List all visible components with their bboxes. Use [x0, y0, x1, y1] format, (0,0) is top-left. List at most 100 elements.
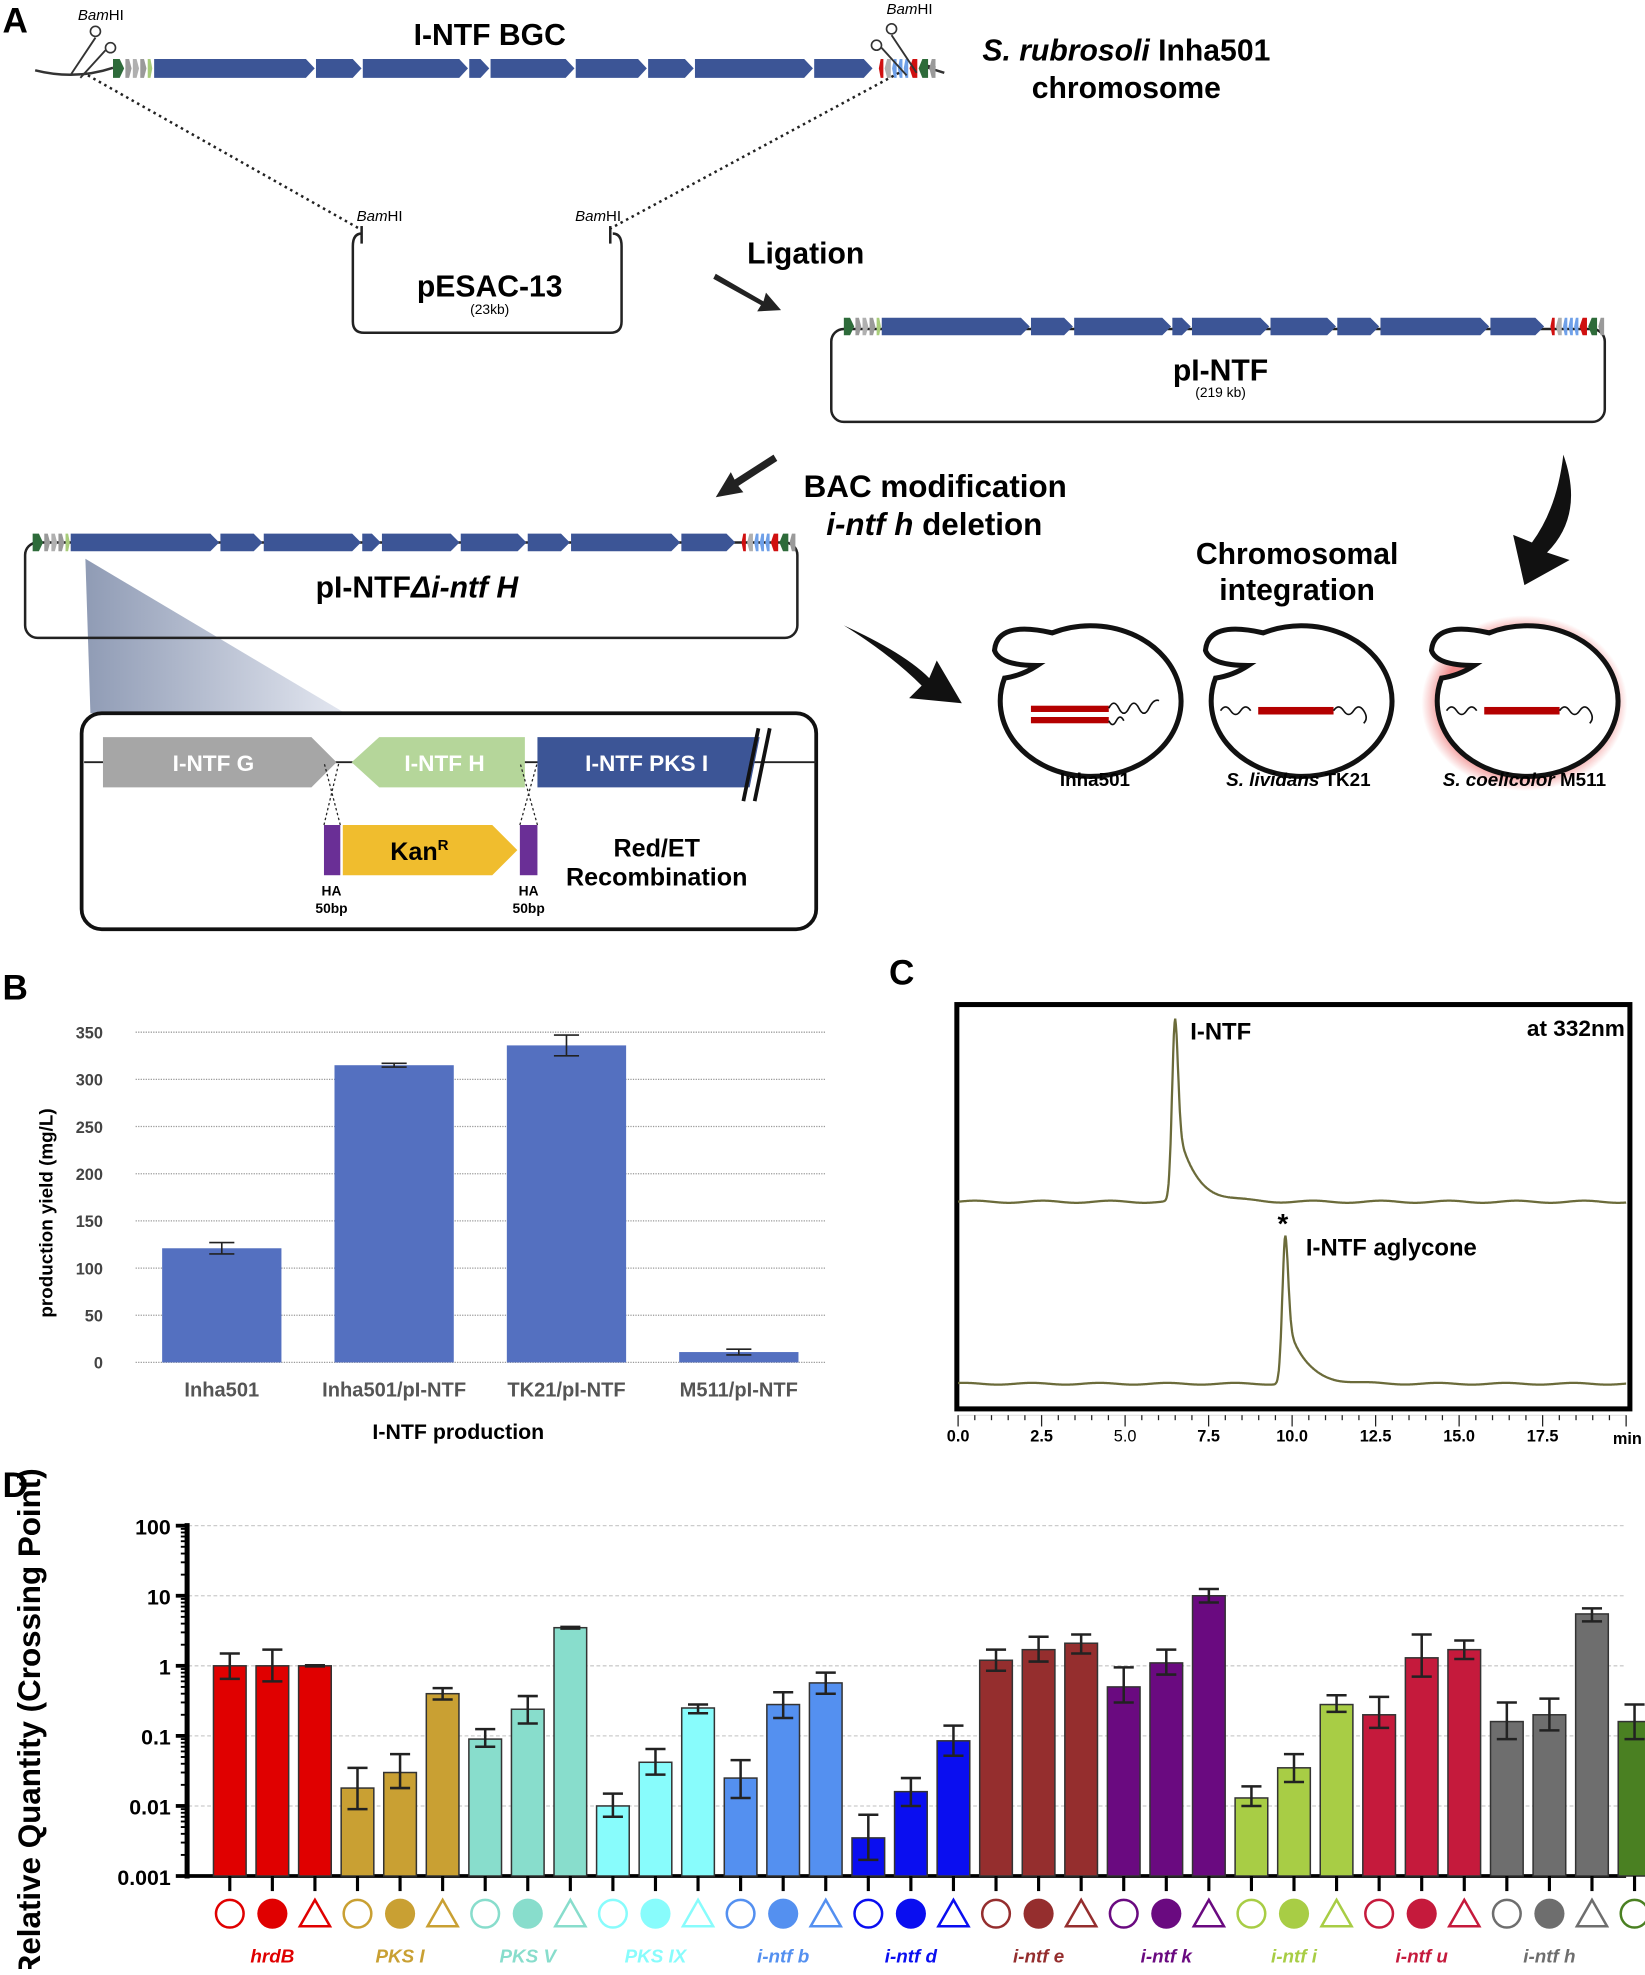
deletion-label: i-ntf h deletion [826, 507, 1042, 542]
y-tick-label: 250 [76, 1119, 103, 1137]
gene-arrow [1074, 317, 1172, 336]
bar [553, 1626, 588, 1877]
x-tick-label: 12.5 [1360, 1428, 1392, 1446]
x-axis-title: I-NTF production [372, 1420, 544, 1444]
deletion-construct-name: pI-NTFΔi-ntf H [316, 572, 520, 605]
chromosome-dna [1445, 706, 1478, 716]
homology-arm-left [323, 824, 341, 876]
y-tick-label: 100 [76, 1260, 103, 1278]
gene-arrow [125, 59, 132, 78]
open-triangle-symbol [936, 1897, 971, 1928]
gene-arrow [855, 317, 862, 336]
open-circle-symbol [980, 1898, 1012, 1929]
filled-circle-symbol [1406, 1898, 1437, 1929]
bamhi-label: BamHI [78, 7, 124, 24]
x-tick-label: 15.0 [1443, 1428, 1475, 1446]
y-tick-label: 350 [76, 1024, 103, 1042]
open-circle-symbol [853, 1898, 884, 1929]
error-bar [858, 1813, 879, 1862]
bar [1574, 1613, 1610, 1877]
gene-arrow [1380, 317, 1490, 336]
group-label: i-ntf e [1013, 1946, 1064, 1967]
integrated-bgc [1030, 705, 1109, 712]
gene-arrow [32, 533, 44, 552]
gene-arrow [147, 59, 153, 78]
error-bar [1454, 1639, 1475, 1661]
construct-gene-track [843, 317, 1605, 336]
y-tick-label: 0.01 [129, 1796, 171, 1820]
gene-arrow [1030, 317, 1073, 336]
integrated-bgc [1484, 706, 1560, 715]
bar [255, 1665, 290, 1877]
panel-label-c: C [889, 953, 914, 992]
error-bar [645, 1747, 666, 1776]
group-label: i-ntf b [757, 1946, 809, 1967]
chromosome-dna [1108, 699, 1160, 715]
scissors-icon [69, 25, 117, 79]
vector-size: (23kb) [470, 301, 509, 317]
x-tick-label: 17.5 [1527, 1428, 1559, 1446]
gene-arrow [154, 59, 315, 78]
cell-outline [1202, 623, 1395, 779]
gene-arrow [1172, 317, 1191, 336]
group-label: i-ntf u [1396, 1946, 1449, 1967]
gene-arrow [44, 533, 51, 552]
kanr-label: KanR [390, 837, 448, 866]
bar [978, 1659, 1014, 1877]
peak-label: I-NTF aglycone [1306, 1235, 1477, 1262]
error-bar [347, 1766, 368, 1811]
integrated-bgc [1258, 706, 1334, 715]
panel-c-chromatogram: I-NTF at 332nm * I-NTF aglycone 0.0 2.5 5.0 7.5… [947, 1002, 1642, 1448]
bar [1021, 1648, 1056, 1877]
y-axis-title: Relative Quantity (Crossing Point) [12, 1468, 47, 1969]
gene-g-label: I-NTF G [173, 751, 255, 776]
bgc-title: I-NTF BGC [414, 19, 566, 52]
construct-name: pI-NTF [1173, 354, 1268, 387]
error-bar [1326, 1694, 1347, 1714]
bar [1064, 1642, 1099, 1877]
gene-arrow [918, 59, 929, 78]
open-circle-symbol [597, 1898, 628, 1929]
bar [1149, 1662, 1184, 1877]
open-triangle-symbol [297, 1897, 333, 1928]
gene-arrow [843, 317, 855, 336]
x-category-label: TK21/pI-NTF [507, 1379, 625, 1401]
bar [766, 1703, 801, 1877]
y-tick-label: 10 [147, 1586, 171, 1610]
homology-crossover-lines [323, 762, 539, 826]
bar [679, 1352, 799, 1363]
gene-arrow [881, 317, 1030, 336]
gene-arrow [681, 533, 736, 552]
open-triangle-symbol [1191, 1897, 1227, 1928]
arrow-icon [715, 454, 778, 498]
gene-arrow [814, 59, 873, 78]
error-bar [726, 1348, 752, 1356]
gene-h-arrow [351, 737, 525, 788]
cell-outline [991, 623, 1184, 779]
error-bar [1198, 1587, 1219, 1604]
bar [808, 1682, 843, 1877]
x-tick-label: 7.5 [1197, 1428, 1220, 1446]
gene-arrow [140, 59, 147, 78]
filled-circle-symbol [512, 1898, 543, 1929]
gene-arrow [1191, 317, 1270, 336]
bar [1106, 1686, 1141, 1877]
gene-arrow [1579, 317, 1587, 336]
gene-arrow [1563, 317, 1568, 336]
bar [1234, 1797, 1269, 1877]
bar [1404, 1657, 1439, 1877]
peak-label: I-NTF [1190, 1019, 1251, 1046]
open-triangle-symbol [425, 1897, 460, 1928]
gene-arrow [694, 59, 813, 78]
bar [468, 1738, 503, 1877]
open-circle-symbol [1491, 1898, 1522, 1929]
x-category-label: Inha501 [184, 1379, 259, 1401]
panel-label-b: B [3, 969, 28, 1008]
open-circle-symbol [1364, 1898, 1395, 1929]
chromosome-dna [1219, 706, 1252, 716]
y-tick-label: 150 [76, 1213, 103, 1231]
gene-arrow [770, 533, 779, 552]
gene-arrow [789, 533, 796, 552]
open-circle-symbol [1236, 1898, 1267, 1929]
